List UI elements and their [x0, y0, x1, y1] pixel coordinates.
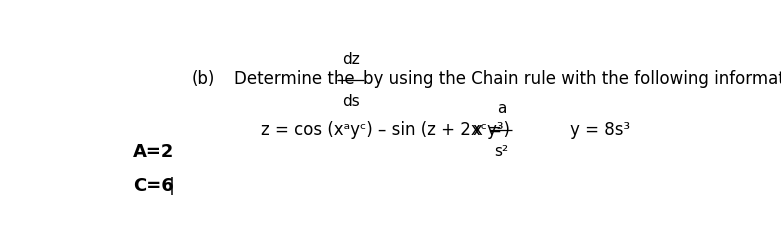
Text: A=2: A=2 — [133, 143, 174, 161]
Text: z = cos (xᵃyᶜ) – sin (z + 2xᶜy³): z = cos (xᵃyᶜ) – sin (z + 2xᶜy³) — [261, 121, 510, 139]
Text: ds: ds — [342, 93, 359, 109]
Text: by using the Chain rule with the following information:: by using the Chain rule with the followi… — [362, 70, 781, 88]
Text: s²: s² — [494, 144, 508, 159]
Text: dz: dz — [342, 52, 359, 67]
Text: (b): (b) — [191, 70, 215, 88]
Text: x =: x = — [473, 121, 502, 139]
Text: C=6: C=6 — [133, 177, 173, 195]
Text: |: | — [169, 177, 175, 195]
Text: Determine the: Determine the — [234, 70, 355, 88]
Text: y = 8s³: y = 8s³ — [570, 121, 629, 139]
Text: a: a — [497, 101, 506, 116]
